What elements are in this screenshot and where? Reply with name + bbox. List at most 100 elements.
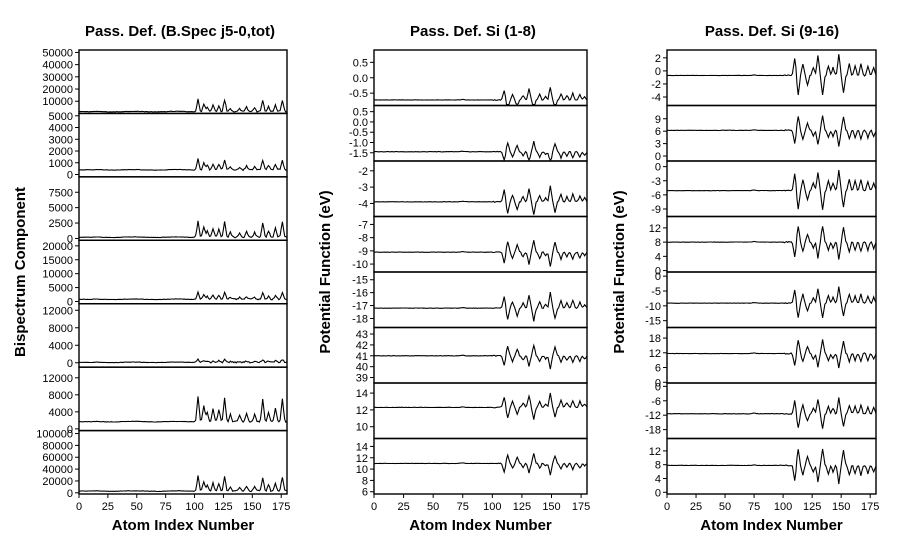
panel-5: 12000 8000 4000 0 [42, 303, 288, 370]
chart-2: Pass. Def. Si (1-8) Potential Function (e… [317, 23, 590, 534]
panel-frame [78, 239, 288, 305]
panel-5: -15-16-17-18 [352, 271, 588, 329]
y-tick-label: -7 [358, 219, 368, 231]
panel-frame [78, 303, 288, 368]
y-tick-label: 0 [655, 487, 661, 499]
y-tick-label: 0 [67, 358, 73, 370]
y-tick-label: 8 [655, 460, 661, 472]
y-tick-label: 41 [356, 351, 368, 363]
y-tick-label: 0 [67, 488, 73, 500]
y-tick-label: 8 [655, 237, 661, 249]
x-tick-label: 150 [832, 501, 850, 513]
series-line [667, 339, 877, 369]
y-tick-label: 4000 [49, 123, 73, 135]
chart-1: Pass. Def. (B.Spec j5-0,tot) Bispectrum C… [12, 23, 290, 534]
y-tick-label: 39 [356, 373, 368, 385]
y-tick-label: 50000 [42, 47, 73, 59]
x-tick-label: 100 [185, 501, 203, 513]
y-tick-label: 3 [655, 139, 661, 151]
y-tick-label: 4000 [49, 340, 73, 352]
y-tick-label: -10 [352, 259, 368, 271]
y-tick-label: -1.5 [349, 148, 368, 160]
panel-1: 0.5 0.0 -0.5 [349, 49, 588, 107]
panel-frame [666, 160, 877, 218]
panel-frame [373, 382, 588, 440]
y-tick-label: 9 [655, 114, 661, 126]
y-tick-label: -0.5 [349, 127, 368, 139]
y-tick-label: -16 [352, 288, 368, 300]
y-tick-label: 0 [655, 377, 661, 389]
y-tick-label: -6 [651, 190, 661, 202]
panel-frame [373, 104, 588, 162]
series-line [78, 98, 288, 113]
x-tick-label: 75 [457, 501, 469, 513]
x-tick-label: 100 [483, 501, 501, 513]
series-line [666, 169, 877, 210]
x-tick-label: 50 [131, 501, 143, 513]
panel-2: 0.50.0-0.5-1.0-1.5 [349, 104, 588, 162]
y-tick-label: 100000 [36, 429, 73, 441]
y-tick-label: 12 [649, 446, 661, 458]
y-tick-label: 14 [356, 388, 368, 400]
x-tick-label: 25 [690, 501, 702, 513]
y-tick-label: -3 [358, 182, 368, 194]
y-tick-label: 8 [362, 475, 368, 487]
y-tick-label: 30000 [42, 72, 73, 84]
panel-3: 7500 5000 2500 0 [49, 176, 288, 245]
x-tick-label: 0 [664, 501, 670, 513]
y-tick-label: 5000 [49, 283, 73, 295]
series-line [373, 140, 588, 162]
y-tick-label: 20000 [42, 241, 73, 253]
y-tick-label: 12 [649, 223, 661, 235]
series-line [373, 453, 588, 476]
y-tick-label: 60000 [42, 452, 73, 464]
panel-4: 12 8 4 0 [649, 215, 877, 278]
y-tick-label: 42 [356, 340, 368, 352]
panel-3: 0 -3 -6 -9 [651, 160, 877, 218]
y-tick-label: -12 [645, 410, 661, 422]
series-line [78, 290, 288, 301]
y-tick-label: 20000 [42, 476, 73, 488]
y-axis-label: Bispectrum Component [12, 187, 29, 357]
chart-title: Pass. Def. Si (1-8) [410, 23, 536, 40]
x-tick-label: 175 [272, 501, 290, 513]
panel-5: 0 -5 -10 -15 [645, 271, 877, 329]
y-tick-label: 0.0 [353, 73, 368, 85]
y-tick-label: 0 [67, 170, 73, 182]
y-axis-label: Potential Function (eV) [317, 190, 334, 353]
panel-6: 12000 8000 4000 0 [42, 366, 288, 436]
y-tick-label: 6 [362, 487, 368, 499]
y-tick-label: 15000 [42, 255, 73, 267]
panel-7: 0 -6 -12 -18 [645, 381, 877, 440]
x-tick-label: 150 [542, 501, 560, 513]
y-tick-label: 7500 [49, 187, 73, 199]
y-tick-label: -4 [651, 92, 661, 104]
y-tick-label: 40000 [42, 464, 73, 476]
panel-frame [373, 437, 588, 495]
y-tick-label: 18 [649, 333, 661, 345]
y-tick-label: 8000 [49, 390, 73, 402]
x-tick-label: 75 [748, 501, 760, 513]
panel-3: -2 -3 -4 [358, 160, 588, 218]
panel-frame [78, 49, 288, 115]
y-tick-label: -15 [352, 275, 368, 287]
panel-frame [78, 429, 288, 495]
y-tick-label: 2500 [49, 218, 73, 230]
x-tick-label: 0 [371, 501, 377, 513]
panel-frame [373, 49, 588, 107]
series-line [667, 115, 877, 147]
panel-8: 12 84 0 [649, 437, 877, 499]
x-tick-label: 75 [160, 501, 172, 513]
y-tick-label: -9 [358, 246, 368, 258]
y-tick-label: 5000 [49, 203, 73, 215]
y-tick-label: 10000 [42, 96, 73, 108]
y-tick-label: -9 [651, 204, 661, 216]
panel-1: 20-2-4 [651, 49, 877, 107]
x-tick-label: 125 [513, 501, 531, 513]
y-tick-label: 40 [356, 362, 368, 374]
